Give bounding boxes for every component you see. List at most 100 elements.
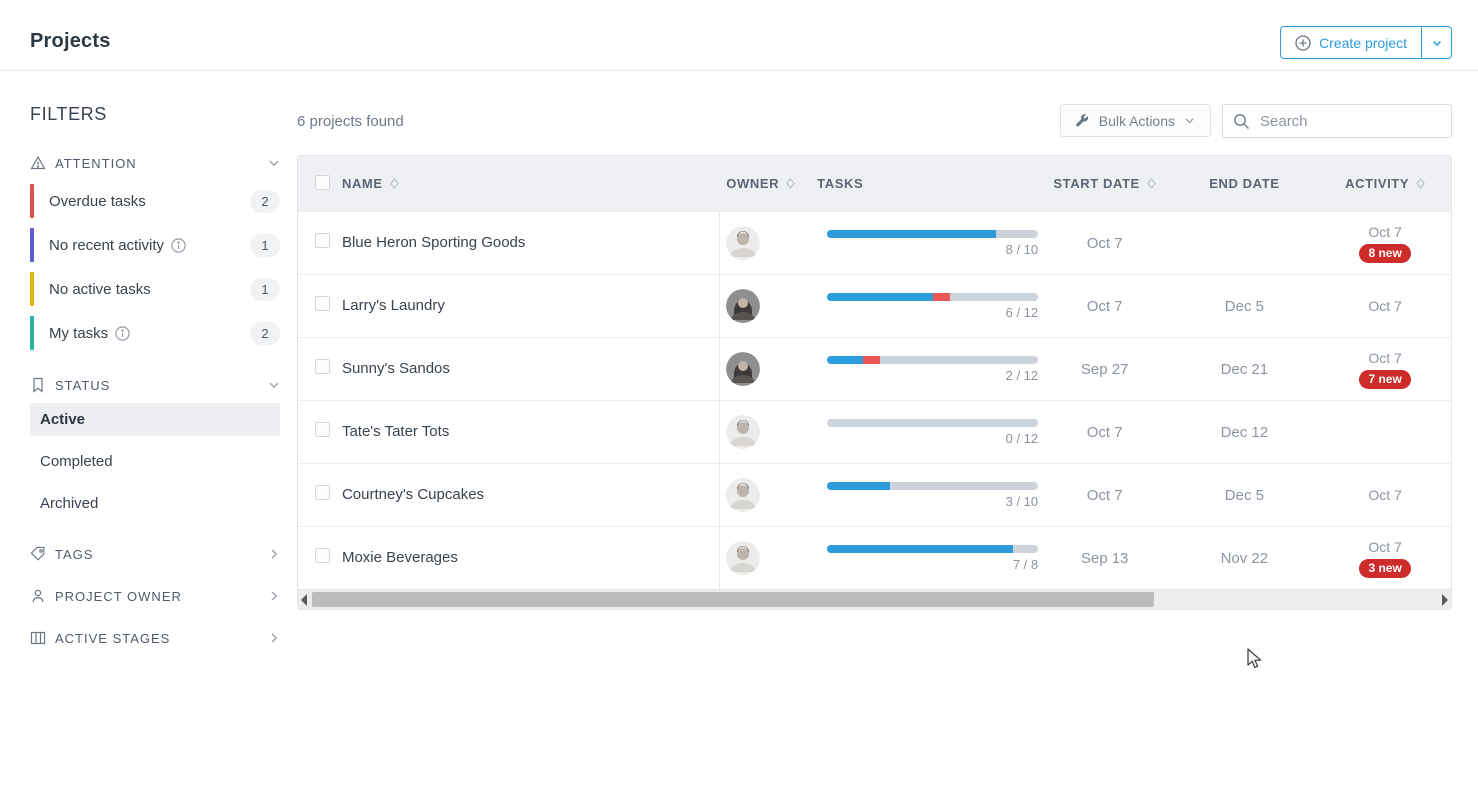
column-header-activity[interactable]: ACTIVITY [1345,176,1425,191]
column-header-owner[interactable]: OWNER [726,176,805,191]
column-label: END DATE [1209,176,1280,191]
task-count: 7 / 8 [1012,556,1039,572]
horizontal-scrollbar[interactable] [298,589,1451,609]
owner-avatar [726,352,761,386]
column-header-name[interactable]: NAME [342,176,718,191]
filter-overdue-tasks[interactable]: Overdue tasks 2 [30,179,280,223]
scroll-left-arrow[interactable] [301,594,307,606]
filters-title: FILTERS [30,104,107,124]
project-name[interactable]: Blue Heron Sporting Goods [341,234,526,251]
column-header-end-date[interactable]: END DATE [1209,176,1279,191]
overdue-color-bar [30,184,34,218]
chevron-right-icon [268,548,280,560]
column-header-start-date[interactable]: START DATE [1053,176,1156,191]
info-icon[interactable] [171,237,186,253]
column-label: START DATE [1053,176,1140,191]
task-progress: 0 / 12 [827,418,1039,446]
sort-icon [1147,178,1156,189]
start-date: Sep 27 [1080,360,1129,378]
table-header-row: NAME OWNER TASKS START DATE END DATE ACT… [298,156,1451,211]
row-checkbox[interactable] [315,296,330,311]
table-row[interactable]: Blue Heron Sporting Goods [298,211,1451,274]
filter-no-active-tasks[interactable]: No active tasks 1 [30,267,280,311]
activity-date: Oct 7 [1368,223,1402,240]
status-filter-list: Active Completed Archived [30,403,280,520]
attention-section-header[interactable]: ATTENTION [30,155,280,171]
end-date: Dec 5 [1224,297,1264,315]
project-name[interactable]: Tate's Tater Tots [341,423,450,440]
filter-my-tasks[interactable]: My tasks 2 [30,311,280,355]
start-date: Oct 7 [1086,486,1123,504]
column-header-tasks[interactable]: TASKS [817,176,1040,191]
status-section-header[interactable]: STATUS [30,377,280,393]
attention-filter-list: Overdue tasks 2 No recent activity 1 No … [30,179,280,355]
project-name[interactable]: Larry's Laundry [341,297,445,314]
project-name[interactable]: Moxie Beverages [341,549,458,566]
no-active-tasks-color-bar [30,272,34,306]
task-progress-fill [827,292,933,301]
task-progress-track [827,544,1039,553]
row-checkbox[interactable] [315,359,330,374]
status-item-active[interactable]: Active [30,403,280,436]
owner-avatar [726,226,761,260]
end-date: Dec 12 [1220,423,1269,441]
table-row[interactable]: Sunny's Sandos [298,337,1451,400]
chevron-down-icon [268,379,280,391]
my-tasks-color-bar [30,316,34,350]
project-name[interactable]: Courtney's Cupcakes [341,486,485,503]
mouse-cursor [1247,648,1266,675]
start-date: Oct 7 [1086,234,1123,252]
task-progress: 2 / 12 [827,355,1039,383]
task-progress-fill [827,229,996,238]
table-body: Blue Heron Sporting Goods [298,211,1451,589]
info-icon[interactable] [115,325,130,341]
results-count: 6 projects found [297,112,404,130]
task-count: 2 / 12 [1005,367,1039,383]
task-progress-fill [827,544,1013,553]
create-project-button[interactable]: Create project [1281,27,1421,58]
filter-count-badge: 1 [250,233,280,257]
activity-date: Oct 7 [1368,349,1402,366]
task-progress-fill [827,481,891,490]
tags-section-header[interactable]: TAGS [30,546,280,562]
filter-label: My tasks [49,324,109,342]
filter-count-badge: 2 [250,189,280,213]
row-checkbox[interactable] [315,422,330,437]
table-row[interactable]: Tate's Tater Tots [298,400,1451,463]
page-header: Projects Create project [0,0,1478,71]
row-checkbox[interactable] [315,548,330,563]
project-name[interactable]: Sunny's Sandos [341,360,450,377]
task-count: 3 / 10 [1005,493,1039,509]
scroll-right-arrow[interactable] [1442,594,1448,606]
row-checkbox[interactable] [315,485,330,500]
frozen-column-divider [719,211,720,589]
table-row[interactable]: Courtney's Cupcakes [298,463,1451,526]
bulk-actions-button[interactable]: Bulk Actions [1059,104,1211,137]
owner-avatar [726,415,761,449]
filter-no-recent-activity[interactable]: No recent activity 1 [30,223,280,267]
task-progress: 8 / 10 [827,229,1039,257]
select-all-checkbox[interactable] [315,174,330,190]
filters-sidebar: FILTERS ATTENTION Overdue tasks 2 No rec… [30,71,280,646]
table-row[interactable]: Moxie Beverages [298,526,1451,589]
end-date: Dec 5 [1224,486,1264,504]
row-checkbox[interactable] [315,233,330,248]
task-progress: 7 / 8 [827,544,1039,572]
task-progress-overdue [863,355,880,364]
task-count: 6 / 12 [1005,304,1039,320]
scrollbar-thumb[interactable] [312,592,1154,607]
start-date: Sep 13 [1080,549,1129,567]
create-project-dropdown-button[interactable] [1421,27,1451,58]
end-date: Dec 21 [1220,360,1269,378]
create-project-label: Create project [1319,34,1407,51]
column-label: NAME [341,176,383,191]
status-section-label: STATUS [55,377,111,393]
active-stages-section-header[interactable]: ACTIVE STAGES [30,630,280,646]
project-owner-section-header[interactable]: PROJECT OWNER [30,588,280,604]
status-item-completed[interactable]: Completed [40,453,113,470]
table-row[interactable]: Larry's Laundry [298,274,1451,337]
activity-date: Oct 7 [1368,298,1402,314]
status-item-archived[interactable]: Archived [40,495,99,512]
search-input[interactable] [1260,112,1459,130]
owner-avatar [726,541,761,575]
